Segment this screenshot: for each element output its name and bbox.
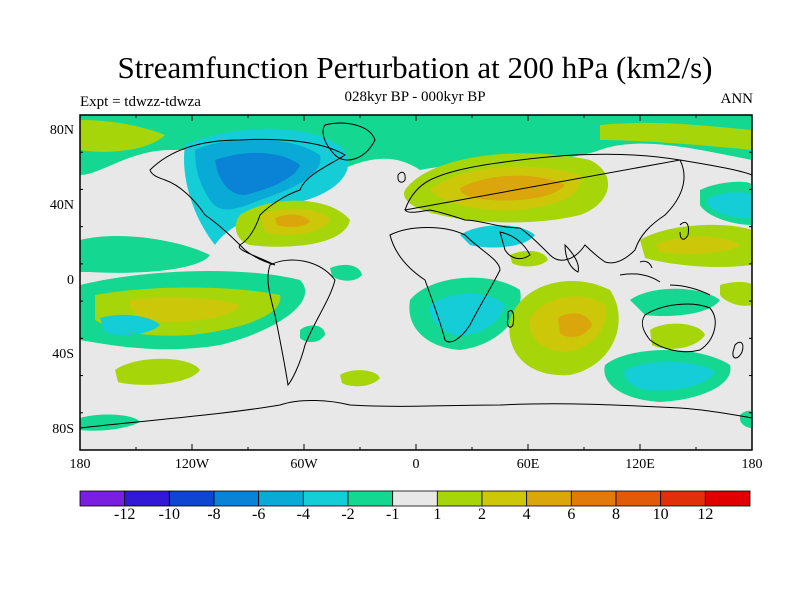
lon-label-180e: 180 — [741, 457, 763, 472]
colorbar-label: -4 — [296, 506, 310, 523]
colorbar-label: -1 — [385, 506, 400, 523]
lat-label-80n: 80N — [49, 123, 74, 138]
colorbar-swatch — [258, 490, 304, 507]
colorbar-swatch — [526, 490, 572, 507]
experiment-label: Expt = tdwzz-tdwza — [80, 94, 201, 110]
colorbar-swatch — [392, 490, 438, 507]
colorbar-label: 2 — [478, 506, 486, 523]
colorbar-swatch — [481, 490, 528, 507]
colorbar-label: -10 — [158, 506, 180, 523]
colorbar-swatch — [436, 490, 483, 507]
season-label: ANN — [720, 91, 754, 107]
lat-label-40n: 40N — [49, 198, 74, 213]
lat-label-40s: 40S — [52, 347, 74, 362]
lat-label-0: 0 — [67, 273, 74, 288]
colorbar-label: -2 — [341, 506, 355, 523]
colorbar-label: 12 — [697, 506, 714, 523]
colorbar-label: 6 — [567, 506, 576, 523]
colorbar-label: -6 — [251, 506, 266, 523]
colorbar-label: 10 — [652, 506, 669, 523]
colorbar-swatch — [615, 490, 662, 507]
lon-label-180w: 180 — [69, 457, 91, 472]
contour-fill — [80, 115, 752, 431]
colorbar-label: 4 — [522, 506, 531, 523]
colorbar-swatch — [302, 490, 349, 507]
colorbar-label: 8 — [612, 506, 620, 523]
colorbar-swatch — [168, 490, 215, 507]
colorbar-swatch — [79, 490, 126, 507]
lon-label-60e: 60E — [516, 457, 540, 472]
colorbar-swatch — [347, 490, 394, 507]
colorbar-swatch — [124, 490, 170, 507]
chart-title: Streamfunction Perturbation at 200 hPa (… — [117, 50, 713, 85]
colorbar — [79, 490, 751, 507]
colorbar-label: -12 — [113, 506, 136, 523]
lon-label-120w: 120W — [174, 457, 210, 472]
colorbar-label: -8 — [207, 506, 221, 523]
colorbar-swatch — [570, 490, 617, 507]
chart-subtitle: 028kyr BP - 000kyr BP — [344, 89, 486, 105]
colorbar-label: 1 — [433, 506, 442, 523]
colorbar-swatch — [704, 490, 751, 507]
lat-label-80s: 80S — [52, 422, 74, 437]
coastlines — [80, 122, 752, 429]
colorbar-swatch — [213, 490, 260, 507]
lon-label-0: 0 — [412, 457, 420, 472]
axis-ticks — [79, 114, 753, 451]
lon-label-120e: 120E — [625, 457, 655, 472]
lon-label-60w: 60W — [290, 457, 318, 472]
colorbar-swatch — [660, 490, 706, 507]
